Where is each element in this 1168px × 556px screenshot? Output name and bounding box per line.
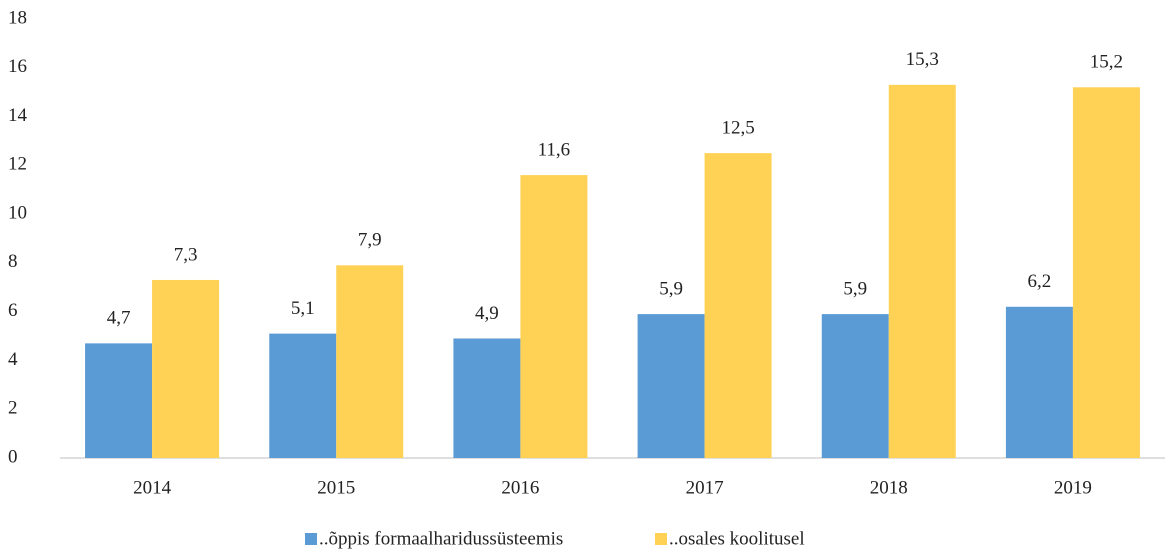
y-tick-label: 16 xyxy=(8,56,27,77)
y-tick-label: 8 xyxy=(8,251,18,272)
bar xyxy=(1072,87,1140,459)
data-label: 12,5 xyxy=(721,117,754,138)
x-tick-label: 2017 xyxy=(686,477,724,498)
bar xyxy=(888,84,956,458)
bar xyxy=(704,153,772,458)
bar xyxy=(336,265,404,458)
data-label: 4,7 xyxy=(107,308,131,329)
data-label: 4,9 xyxy=(475,303,499,324)
data-label: 11,6 xyxy=(538,139,571,160)
data-label: 6,2 xyxy=(1028,271,1052,292)
y-tick-label: 6 xyxy=(8,300,18,321)
bar xyxy=(637,314,705,458)
y-tick-label: 4 xyxy=(8,349,18,370)
data-label: 5,1 xyxy=(291,298,315,319)
x-tick-label: 2016 xyxy=(501,477,539,498)
y-tick-label: 2 xyxy=(8,398,18,419)
bar xyxy=(1005,306,1073,458)
legend-swatch xyxy=(305,533,317,545)
x-tick-label: 2018 xyxy=(870,477,908,498)
bar xyxy=(520,175,588,459)
y-tick-label: 18 xyxy=(8,7,27,28)
data-label: 7,3 xyxy=(174,244,198,265)
y-tick-label: 0 xyxy=(8,446,18,467)
bar xyxy=(269,333,337,458)
y-tick-label: 14 xyxy=(8,105,28,126)
bar xyxy=(152,279,220,458)
data-label: 5,9 xyxy=(843,278,867,299)
x-tick-label: 2014 xyxy=(133,477,172,498)
legend-label: ..õppis formaalharidussüsteemis xyxy=(319,528,563,549)
y-tick-label: 10 xyxy=(8,202,27,223)
bar xyxy=(821,314,889,458)
legend-swatch xyxy=(655,533,667,545)
bar xyxy=(453,338,521,458)
legend-label: ..osales koolitusel xyxy=(669,528,805,549)
x-tick-label: 2019 xyxy=(1054,477,1092,498)
data-label: 15,3 xyxy=(906,49,939,70)
data-label: 5,9 xyxy=(659,278,683,299)
x-tick-label: 2015 xyxy=(317,477,355,498)
data-label: 7,9 xyxy=(358,230,382,251)
bar xyxy=(85,343,153,458)
data-label: 15,2 xyxy=(1090,52,1123,73)
y-tick-label: 12 xyxy=(8,154,27,175)
